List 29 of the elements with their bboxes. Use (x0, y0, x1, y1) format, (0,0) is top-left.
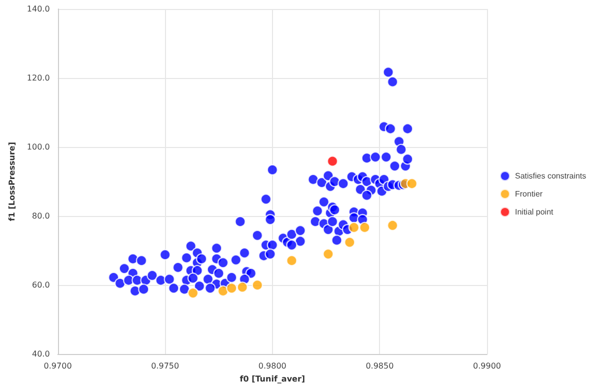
y-tick-label: 100.0 (26, 142, 50, 152)
point (386, 220, 398, 231)
y-tick-label: 40.0 (32, 350, 50, 359)
point (286, 254, 298, 266)
y-axis-title: f1 [LossPressure] (8, 142, 16, 222)
point (252, 279, 263, 291)
y-tick-label: 60.0 (32, 280, 50, 290)
point (236, 282, 248, 293)
y-tick-label: 80.0 (32, 212, 50, 221)
x-tick-label: 0.9700 (44, 362, 72, 371)
point (326, 156, 338, 167)
point (187, 287, 199, 299)
point (226, 282, 238, 294)
point (406, 178, 418, 190)
x-tick-label: 0.9750 (151, 362, 180, 371)
legend-label: Frontier (515, 190, 543, 198)
point (348, 222, 360, 234)
point (217, 285, 229, 297)
point (322, 248, 334, 260)
y-tick-label: 120.0 (26, 74, 50, 83)
y-tick-label: 140.0 (26, 4, 50, 14)
x-tick-label: 0.9900 (473, 362, 501, 371)
x-tick-label: 0.9800 (258, 362, 286, 371)
legend-label: Satisfies constraints (515, 172, 586, 180)
point (359, 222, 370, 234)
point (344, 236, 356, 248)
legend-label: Initial point (515, 208, 554, 216)
x-tick-label: 0.9850 (366, 362, 394, 371)
x-axis-title: f0 [Tunif_aver] (240, 374, 306, 384)
